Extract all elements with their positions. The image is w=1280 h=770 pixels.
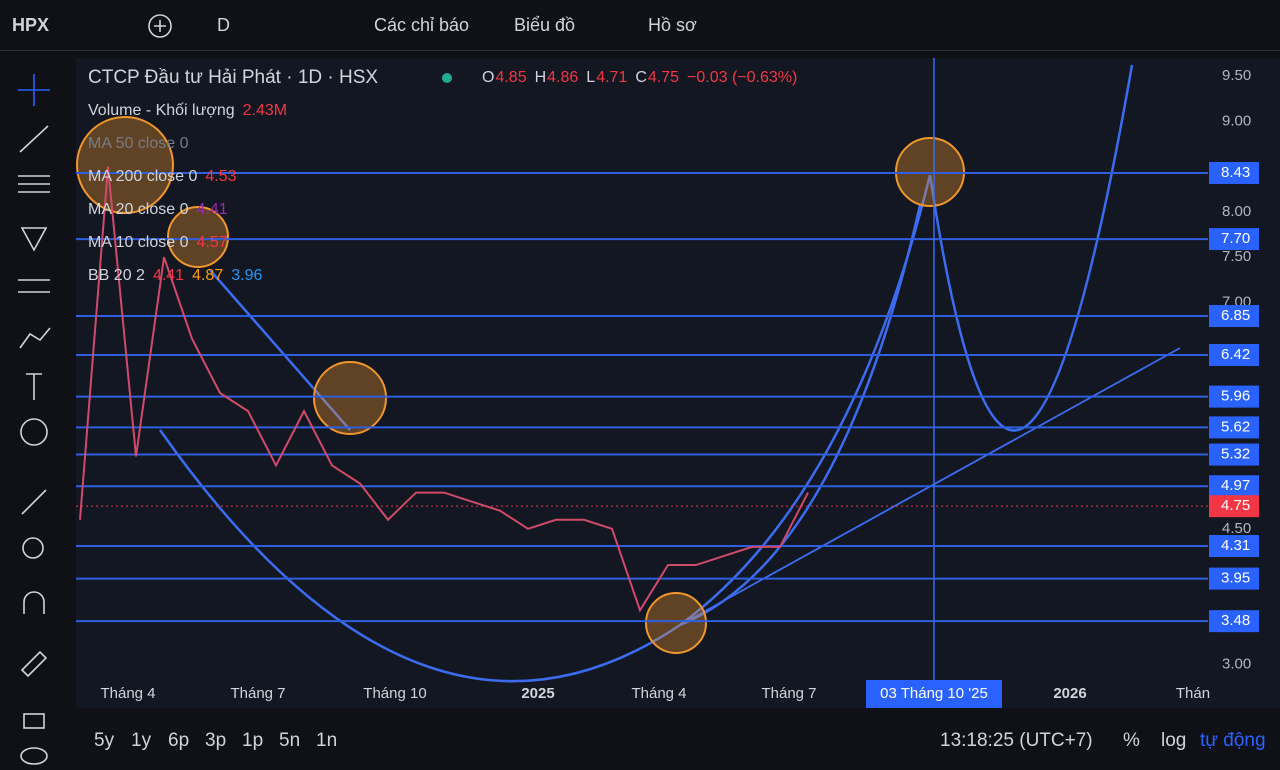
last-price-bg — [1209, 495, 1259, 518]
level-label-bg — [1209, 475, 1259, 498]
ohlc-label: L — [586, 69, 595, 86]
level-label-bg — [1209, 535, 1259, 558]
indicator-value: 4.53 — [205, 168, 236, 185]
level-label-bg — [1209, 161, 1259, 184]
crosshair-label-bg — [866, 680, 1002, 708]
timeframe[interactable]: 5y — [94, 730, 115, 751]
market-status — [442, 73, 452, 83]
timeframe[interactable]: 1p — [242, 730, 264, 751]
indicator-value: 4.41 — [153, 267, 184, 284]
indicator-value: 4.41 — [197, 201, 228, 218]
change: −0.03 (−0.63%) — [687, 69, 797, 86]
last-price-label: 4.75 — [1221, 497, 1250, 514]
timeframe[interactable]: 3p — [205, 730, 227, 751]
ohlc-value: 4.71 — [596, 69, 627, 86]
ohlc-value: 4.85 — [495, 69, 526, 86]
level-label-bg — [1209, 305, 1259, 328]
indicator-name: MA 10 close 0 — [88, 234, 189, 251]
scale-option[interactable]: % — [1123, 730, 1140, 751]
level-label: 7.70 — [1221, 230, 1250, 247]
indicators-button[interactable]: Các chỉ báo — [374, 15, 470, 35]
y-tick-label: 4.50 — [1222, 520, 1251, 537]
highlight-circle — [167, 206, 229, 268]
timeframe[interactable]: 1n — [316, 730, 338, 751]
interval[interactable]: D — [217, 15, 230, 35]
x-tick-label: Thán — [1176, 685, 1210, 702]
level-label: 8.43 — [1221, 164, 1250, 181]
profile-menu[interactable]: Hồ sơ — [648, 15, 697, 35]
level-label-bg — [1209, 610, 1259, 633]
scale-option[interactable]: tự động — [1200, 730, 1266, 751]
drawing-line — [209, 269, 351, 431]
level-label: 5.32 — [1221, 446, 1250, 463]
level-label-bg — [1209, 228, 1259, 251]
ohlc-value: 4.75 — [648, 69, 679, 86]
chart: 03 Tháng 10 '25 CTCP Đầu tư Hải Phát · 1… — [76, 58, 1280, 708]
level-label: 3.48 — [1221, 612, 1250, 629]
timeframe[interactable]: 6p — [168, 730, 190, 751]
level-label: 6.42 — [1221, 346, 1250, 363]
level-label: 4.31 — [1221, 537, 1250, 554]
level-label: 5.96 — [1221, 388, 1250, 405]
level-label-bg — [1209, 343, 1259, 366]
ohlc-label: O — [482, 69, 494, 86]
timeframe[interactable]: 5n — [279, 730, 301, 751]
drawing-curve — [158, 174, 932, 683]
y-tick-label: 7.50 — [1222, 248, 1251, 265]
y-tick-label: 3.00 — [1222, 656, 1251, 673]
level-label: 6.85 — [1221, 307, 1250, 324]
level-label-bg — [1209, 416, 1259, 439]
level-label-bg — [1209, 567, 1259, 590]
level-label: 4.97 — [1221, 477, 1250, 494]
x-tick-label: Tháng 7 — [761, 685, 816, 702]
chart-menu[interactable]: Biểu đồ — [514, 15, 576, 35]
x-tick-label: 2025 — [521, 685, 554, 702]
level-label: 3.95 — [1221, 570, 1250, 587]
scale-option[interactable]: log — [1161, 730, 1187, 751]
price-line — [79, 166, 809, 613]
volume-value: 2.43M — [243, 102, 287, 119]
x-tick-label: Tháng 7 — [230, 685, 285, 702]
level-label: 5.62 — [1221, 418, 1250, 435]
indicator-value: 4.57 — [197, 234, 228, 251]
volume-label: Volume - Khối lượng — [88, 102, 235, 119]
top-toolbar: HPX D Các chỉ báo Biểu đồ Hồ sơ — [0, 0, 1280, 51]
x-tick-label: 2026 — [1053, 685, 1086, 702]
chart-pane — [76, 58, 1280, 708]
indicator-name: BB 20 2 — [88, 267, 145, 284]
indicator-value: 4.87 — [192, 267, 223, 284]
timeframe[interactable]: 1y — [131, 730, 152, 751]
clock[interactable]: 13:18:25 (UTC+7) — [940, 730, 1093, 751]
level-label-bg — [1209, 385, 1259, 408]
ohlc-value: 4.86 — [547, 69, 578, 86]
indicator-value: 3.96 — [231, 267, 262, 284]
x-tick-label: Tháng 10 — [363, 685, 426, 702]
bottom-bar: 5y 1y 6p 3p 1p 5n 1n 13:18:25 (UTC+7)% log tự độn… — [76, 712, 1280, 770]
y-tick-label: 9.50 — [1222, 67, 1251, 84]
add-icon[interactable] — [146, 12, 174, 40]
indicator-name: MA 50 close 0 — [88, 135, 189, 152]
highlight-circle — [645, 592, 707, 654]
highlight-circle — [313, 361, 387, 435]
symbol[interactable]: HPX — [12, 15, 50, 35]
drawing-toolbar — [18, 74, 51, 765]
level-label-bg — [1209, 443, 1259, 466]
indicator-name: MA 20 close 0 — [88, 201, 189, 218]
y-tick-label: 9.00 — [1222, 112, 1251, 129]
crosshair-label: 03 Tháng 10 '25 — [880, 685, 988, 702]
ohlc-label: H — [535, 69, 547, 86]
y-tick-label: 8.00 — [1222, 203, 1251, 220]
ohlc-label: C — [635, 69, 647, 86]
x-tick-label: Tháng 4 — [100, 685, 155, 702]
chart-title: CTCP Đầu tư Hải Phát · 1D · HSX — [88, 67, 378, 88]
x-tick-label: Tháng 4 — [631, 685, 686, 702]
highlight-circle — [76, 116, 174, 214]
indicator-name: MA 200 close 0 — [88, 168, 198, 185]
